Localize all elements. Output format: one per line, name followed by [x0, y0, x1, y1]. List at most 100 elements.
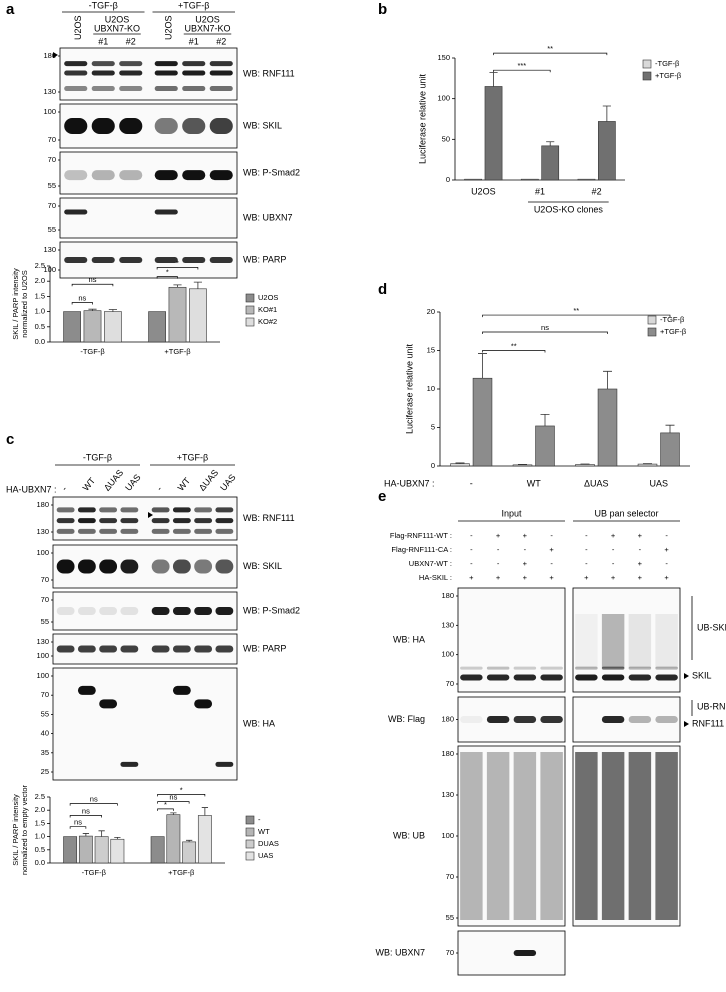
lane-label: U2OS: [164, 15, 174, 40]
significance-bracket: [69, 826, 87, 829]
error-bar: [602, 105, 611, 122]
lane-label: #2: [126, 36, 136, 46]
band: [215, 559, 234, 574]
y-axis-label: Luciferase relative unit: [404, 343, 414, 434]
sign: -: [470, 559, 473, 568]
band: [486, 666, 510, 670]
band: [77, 685, 96, 695]
marker-label: 130: [441, 620, 454, 629]
band: [119, 170, 143, 181]
bar: [78, 835, 93, 864]
band: [151, 607, 170, 615]
band: [64, 86, 88, 92]
legend-swatch: [245, 839, 255, 849]
side-label: RNF111: [692, 718, 724, 728]
significance-label: ns: [82, 806, 90, 815]
sign: -: [497, 545, 500, 554]
marker-label: 70: [41, 595, 49, 604]
blot-frame: [59, 47, 238, 101]
band: [56, 645, 75, 653]
band: [540, 716, 563, 723]
panel-letter: e: [378, 488, 386, 505]
significance-bracket: [71, 283, 114, 287]
blot-frame: [59, 151, 238, 195]
error-bar: [185, 839, 193, 842]
band: [151, 528, 170, 534]
band: [182, 257, 206, 263]
marker-label: 100: [441, 650, 454, 659]
band: [215, 761, 234, 767]
marker-label: 35: [41, 748, 49, 757]
significance-bracket: [69, 815, 102, 818]
bar: [83, 310, 102, 343]
error-bar: [170, 812, 177, 815]
band: [172, 528, 191, 534]
x-tick-label: ΔUAS: [584, 478, 609, 488]
band: [540, 666, 563, 670]
band: [120, 645, 139, 653]
lane-label: U2OS: [73, 15, 83, 40]
y-tick-label: 0: [446, 175, 450, 184]
band: [655, 666, 678, 670]
significance-label: *: [164, 800, 167, 809]
lane-label: U2OS: [105, 14, 130, 24]
arrowhead: [53, 52, 58, 58]
bar: [104, 311, 122, 343]
sign: +: [549, 573, 554, 582]
band: [209, 70, 233, 76]
band: [120, 518, 139, 524]
sign: +: [496, 531, 501, 540]
blot-frame: [457, 930, 566, 976]
band: [172, 607, 191, 615]
y-tick-label: 100: [437, 94, 450, 103]
band: [77, 607, 96, 615]
blot-label: WB: UBXN7: [375, 947, 425, 957]
marker-label: 180: [441, 591, 454, 600]
lane-label: #1: [189, 36, 199, 46]
band: [151, 507, 170, 513]
smear: [601, 614, 625, 668]
marker-label: 70: [446, 948, 454, 957]
band: [64, 61, 88, 67]
band: [513, 716, 537, 723]
lane-label: ΔUAS: [102, 468, 125, 493]
significance-bracket: [71, 302, 93, 305]
band: [486, 674, 510, 681]
error-bar: [665, 424, 675, 433]
band: [77, 507, 96, 513]
error-bar: [82, 833, 90, 837]
band: [172, 518, 191, 524]
band: [99, 518, 118, 524]
band: [91, 170, 115, 181]
significance-bracket: [157, 808, 174, 811]
band: [215, 528, 234, 534]
band: [655, 716, 678, 723]
band: [119, 61, 143, 67]
smear: [601, 752, 625, 920]
bar: [472, 377, 493, 467]
sign: -: [612, 559, 615, 568]
marker-label: 55: [41, 617, 49, 626]
significance-label: ns: [89, 275, 97, 284]
y-tick-label: 15: [427, 345, 435, 354]
bar: [597, 388, 618, 467]
bar: [597, 121, 616, 181]
band: [120, 761, 139, 767]
marker-label: 100: [441, 831, 454, 840]
smear: [486, 752, 510, 920]
lane-label: ΔUAS: [197, 468, 220, 493]
sign: +: [469, 573, 474, 582]
sign: -: [470, 545, 473, 554]
legend-swatch: [647, 315, 657, 325]
band: [77, 559, 96, 574]
bar: [110, 838, 125, 864]
band: [99, 559, 118, 574]
condition-label: -TGF-β: [83, 452, 112, 462]
row-label: UBXN7-WT :: [409, 559, 452, 568]
band: [56, 607, 75, 615]
marker-label: 130: [43, 245, 56, 254]
band: [194, 607, 213, 615]
x-tick-label: #1: [535, 186, 545, 196]
bar: [520, 178, 539, 181]
side-label: UB-RNF111: [697, 701, 726, 711]
